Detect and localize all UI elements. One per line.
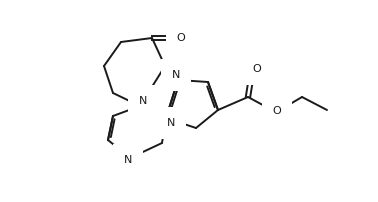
Text: N: N bbox=[172, 70, 180, 80]
Text: N: N bbox=[139, 96, 147, 106]
Text: N: N bbox=[124, 155, 132, 165]
Text: O: O bbox=[273, 106, 281, 116]
Text: N: N bbox=[167, 118, 175, 128]
Text: O: O bbox=[253, 64, 261, 74]
Text: O: O bbox=[177, 33, 185, 43]
